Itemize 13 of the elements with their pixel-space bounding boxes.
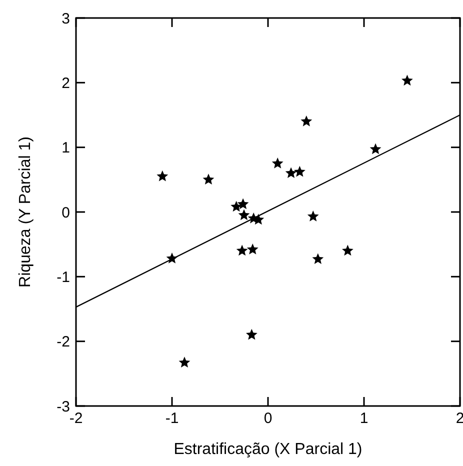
y-tick-label: -2 <box>56 334 70 351</box>
y-tick-label: 1 <box>62 140 70 157</box>
y-tick-label: 2 <box>62 74 70 92</box>
y-tick-label: -3 <box>56 398 70 416</box>
y-tick-label: -1 <box>56 268 70 286</box>
y-axis-title: Riqueza (Y Parcial 1) <box>17 136 34 288</box>
y-tick-label: 0 <box>62 204 70 222</box>
x-axis-title: Estratificação (X Parcial 1) <box>174 441 362 458</box>
x-tick-label: -1 <box>165 410 179 427</box>
y-tick-label: 3 <box>62 10 70 28</box>
x-tick-label: 0 <box>264 410 272 427</box>
x-tick-label: 2 <box>456 410 463 427</box>
x-tick-label: 1 <box>360 410 368 427</box>
